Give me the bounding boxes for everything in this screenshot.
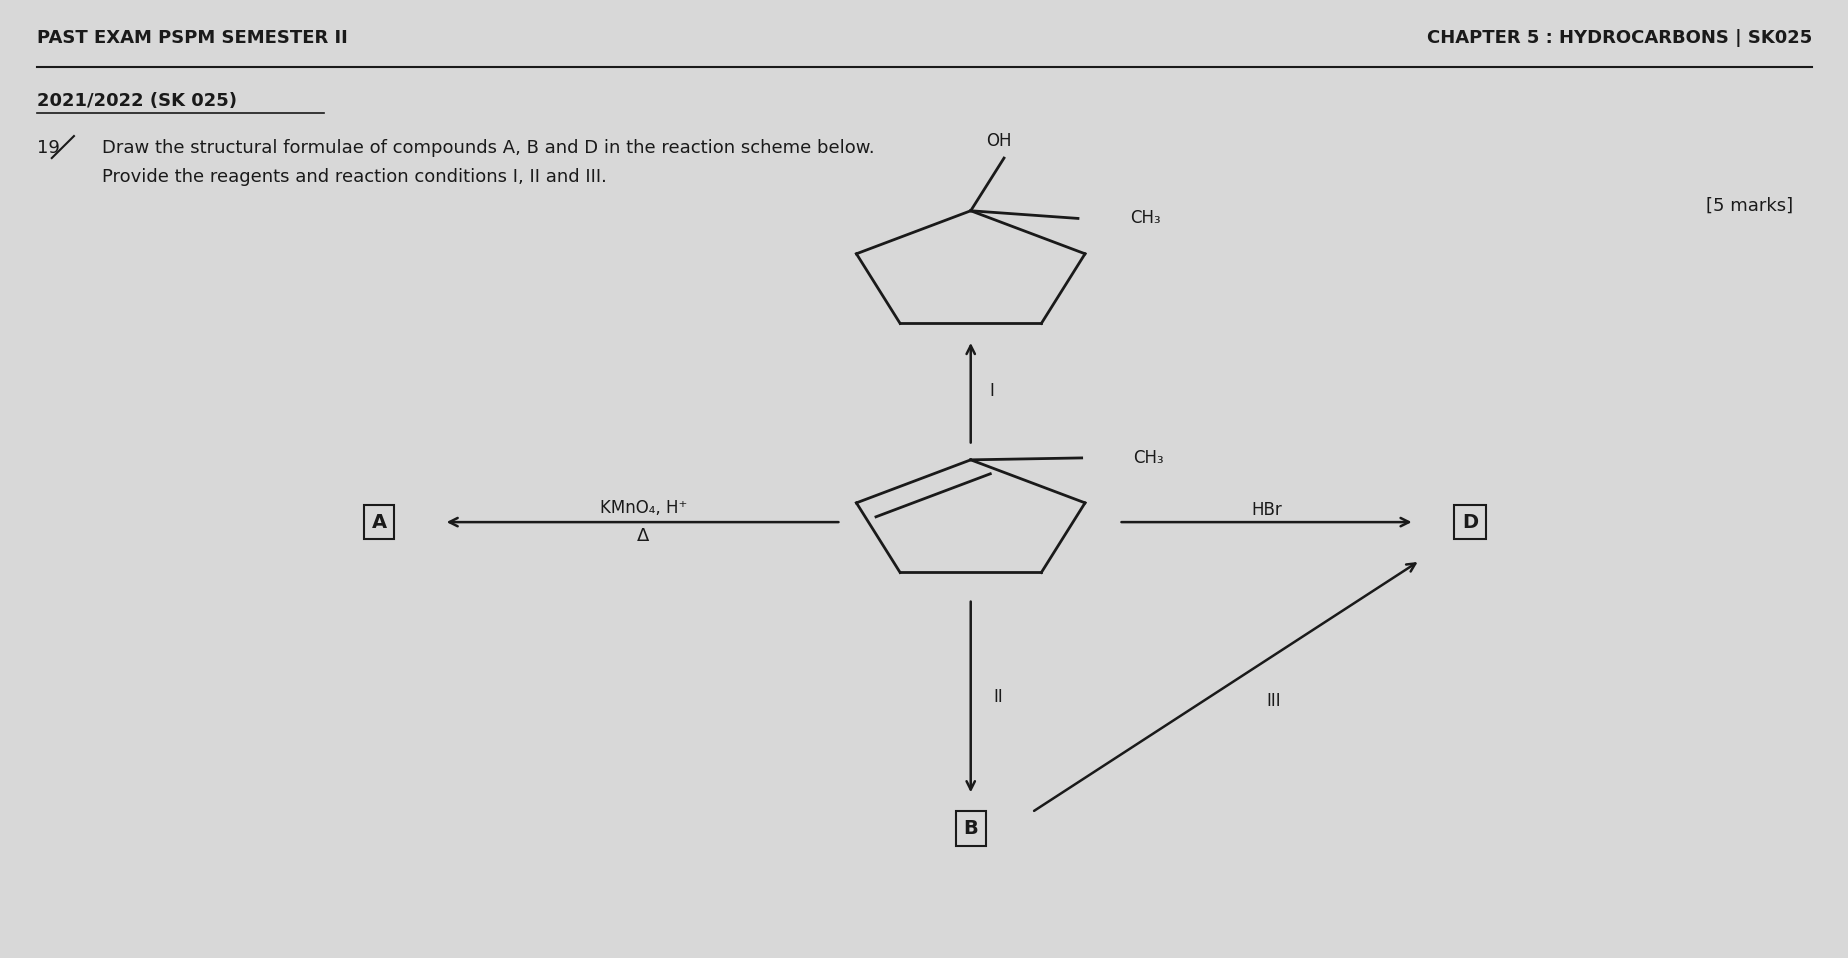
Text: HBr: HBr	[1251, 501, 1281, 518]
Text: KMnO₄, H⁺: KMnO₄, H⁺	[599, 499, 687, 516]
Text: CH₃: CH₃	[1133, 449, 1164, 467]
Text: [5 marks]: [5 marks]	[1706, 197, 1793, 215]
Text: A: A	[371, 513, 386, 532]
Text: III: III	[1266, 693, 1281, 710]
Text: I: I	[989, 382, 994, 399]
Text: OH: OH	[985, 132, 1011, 149]
Text: II: II	[992, 689, 1002, 706]
Text: CHAPTER 5 : HYDROCARBONS | SK025: CHAPTER 5 : HYDROCARBONS | SK025	[1427, 30, 1811, 47]
Text: PAST EXAM PSPM SEMESTER II: PAST EXAM PSPM SEMESTER II	[37, 30, 347, 47]
Text: Provide the reagents and reaction conditions I, II and III.: Provide the reagents and reaction condit…	[102, 169, 606, 186]
Text: B: B	[963, 819, 978, 838]
Text: 19: 19	[37, 140, 59, 157]
Text: 2021/2022 (SK 025): 2021/2022 (SK 025)	[37, 92, 237, 109]
Text: D: D	[1462, 513, 1477, 532]
Text: CH₃: CH₃	[1129, 210, 1161, 227]
Text: Δ: Δ	[638, 528, 649, 545]
Text: Draw the structural formulae of compounds A, B and D in the reaction scheme belo: Draw the structural formulae of compound…	[102, 140, 874, 157]
